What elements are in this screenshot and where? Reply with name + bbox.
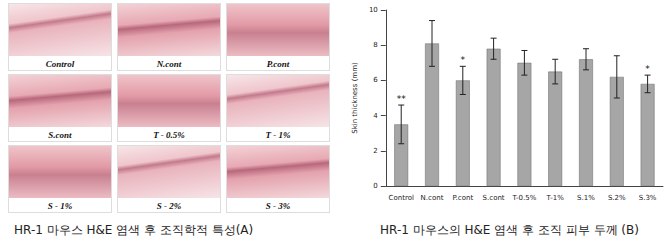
svg-text:*: *	[645, 64, 650, 74]
html-text:HR-1 마우스 H&E 염색 후 조직학적 특성(A): HR-1 마우스 H&E 염색 후 조직학적 특성(A)	[14, 223, 254, 237]
svg-text:10: 10	[369, 6, 378, 14]
svg-text:4: 4	[373, 112, 378, 120]
svg-text:**: **	[397, 94, 407, 104]
svg-text:S.3%: S.3%	[639, 194, 657, 202]
svg-text:2: 2	[373, 147, 377, 155]
html-text:S - 3%: S - 3%	[265, 201, 291, 211]
html-text:T - 0.5%: T - 0.5%	[153, 130, 185, 140]
svg-text:8: 8	[373, 41, 377, 49]
svg-text:N.cont: N.cont	[421, 194, 444, 202]
svg-text:Skin thickness (mm): Skin thickness (mm)	[351, 62, 359, 134]
html-text:S.cont: S.cont	[48, 130, 72, 140]
svg-text:S.2%: S.2%	[608, 194, 626, 202]
html-text:N.cont: N.cont	[156, 59, 182, 69]
html-text:P.cont: P.cont	[266, 59, 290, 69]
html-text:HR-1 마우스의 H&E 염색 후 조직 피부 두께 (B: HR-1 마우스의 H&E 염색 후 조직 피부 두께 (B)	[380, 223, 639, 237]
svg-text:T-1%: T-1%	[546, 194, 565, 202]
svg-text:Control: Control	[389, 194, 414, 202]
html-text:S - 1%: S - 1%	[47, 201, 73, 211]
svg-text:*: *	[461, 55, 466, 65]
svg-text:P.cont: P.cont	[452, 194, 473, 202]
svg-text:T-0.5%: T-0.5%	[511, 194, 536, 202]
html-text:T - 1%: T - 1%	[265, 130, 291, 140]
svg-text:6: 6	[373, 76, 378, 84]
svg-text:S.1%: S.1%	[577, 194, 595, 202]
svg-text:S.cont: S.cont	[483, 194, 505, 202]
html-text:Control: Control	[45, 59, 75, 69]
svg-text:0: 0	[373, 182, 377, 190]
html-text:S - 2%: S - 2%	[156, 201, 182, 211]
